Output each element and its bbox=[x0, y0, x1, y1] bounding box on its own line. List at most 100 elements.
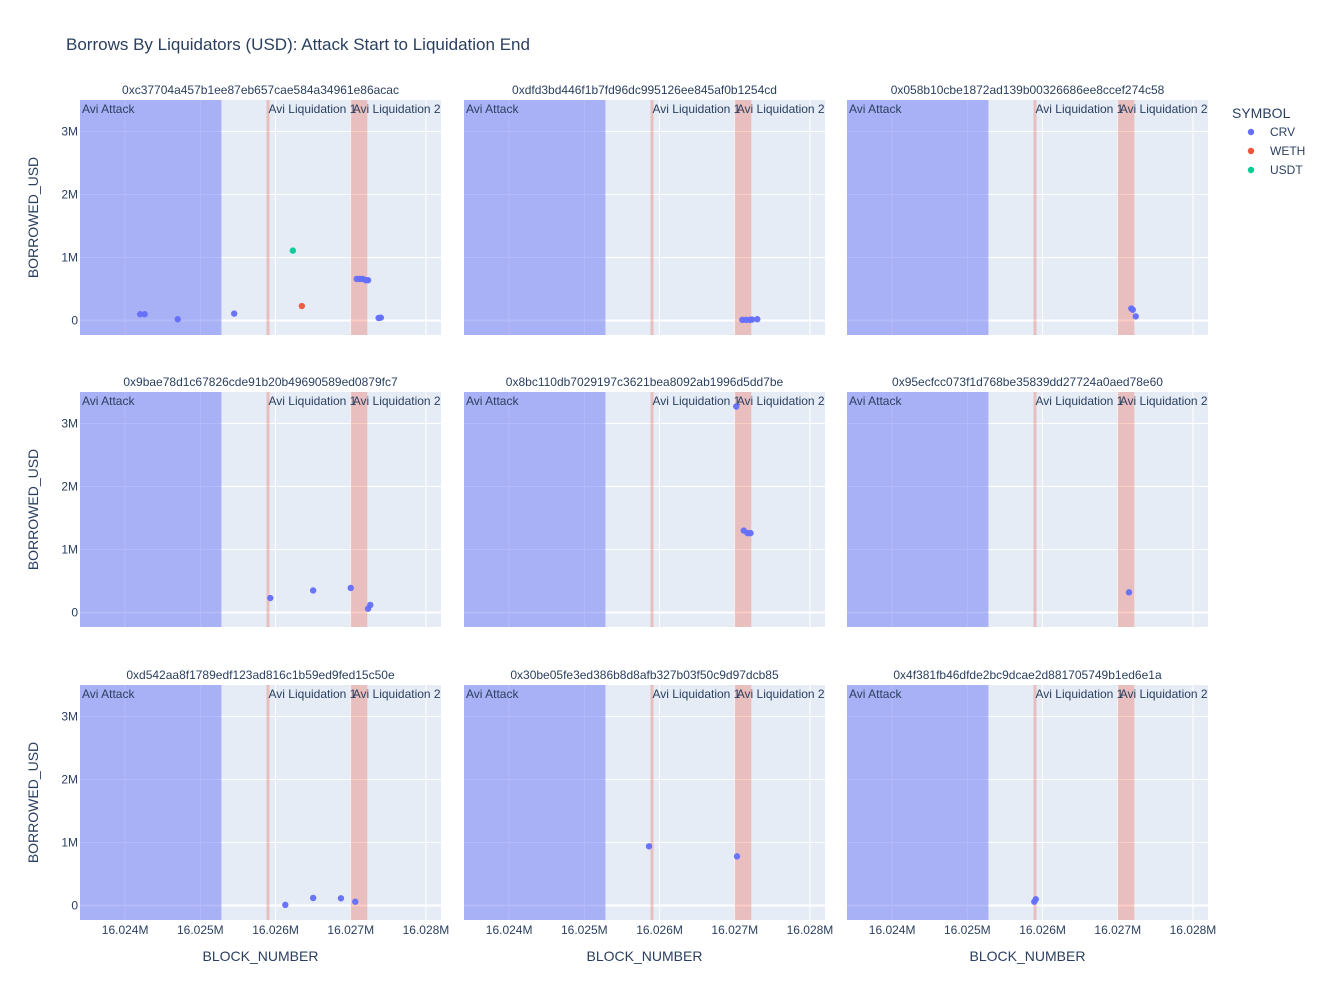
region-band bbox=[847, 100, 989, 335]
legend-marker bbox=[1247, 166, 1255, 174]
region-band bbox=[464, 100, 606, 335]
region-band bbox=[350, 100, 368, 335]
y-tick-label: 2M bbox=[61, 773, 78, 787]
data-point-crv[interactable] bbox=[1125, 589, 1133, 596]
region-label: Avi Liquidation 1 bbox=[653, 394, 741, 408]
region-band bbox=[650, 392, 654, 627]
data-point-crv[interactable] bbox=[174, 316, 181, 323]
data-point-crv[interactable] bbox=[747, 529, 754, 537]
region-band bbox=[1033, 685, 1037, 920]
data-point-crv[interactable] bbox=[141, 311, 148, 318]
region-band bbox=[80, 100, 222, 335]
region-label: Avi Liquidation 1 bbox=[653, 687, 741, 701]
data-point-crv[interactable] bbox=[1129, 306, 1136, 313]
legend-marker bbox=[1247, 147, 1255, 155]
data-point-crv[interactable] bbox=[733, 853, 741, 860]
x-tick-label: 16.028M bbox=[787, 923, 834, 937]
region-label: Avi Attack bbox=[849, 687, 902, 701]
data-point-crv[interactable] bbox=[754, 316, 761, 323]
legend-item-crv[interactable]: CRV bbox=[1247, 125, 1295, 139]
data-point-crv[interactable] bbox=[136, 311, 144, 318]
x-tick-label: 16.024M bbox=[486, 923, 533, 937]
data-point-crv[interactable] bbox=[1132, 313, 1140, 320]
region-label: Avi Liquidation 1 bbox=[269, 102, 357, 116]
panel-subtitle: 0x30be05fe3ed386b8d8afb327b03f50c9d97dcb… bbox=[510, 668, 779, 682]
region-label: Avi Liquidation 1 bbox=[1036, 102, 1124, 116]
x-axis-title: BLOCK_NUMBER bbox=[970, 948, 1086, 964]
legend-label: WETH bbox=[1270, 144, 1305, 158]
region-band bbox=[1033, 100, 1037, 335]
region-label: Avi Liquidation 2 bbox=[353, 687, 441, 701]
region-band bbox=[734, 100, 752, 335]
legend-item-weth[interactable]: WETH bbox=[1247, 144, 1306, 158]
x-tick-label: 16.026M bbox=[1019, 923, 1066, 937]
panel-subtitle: 0xd542aa8f1789edf123ad816c1b59ed9fed15c5… bbox=[126, 668, 395, 682]
y-tick-label: 3M bbox=[61, 125, 78, 139]
panel-subtitle: 0x058b10cbe1872ad139b00326686ee8ccef274c… bbox=[891, 83, 1165, 97]
data-point-crv[interactable] bbox=[748, 316, 756, 323]
legend-label: CRV bbox=[1270, 125, 1295, 139]
data-point-usdt[interactable] bbox=[289, 247, 297, 254]
region-label: Avi Attack bbox=[82, 687, 135, 701]
x-tick-label: 16.026M bbox=[636, 923, 683, 937]
region-band bbox=[80, 685, 222, 920]
data-point-crv[interactable] bbox=[1032, 896, 1039, 903]
x-tick-label: 16.027M bbox=[327, 923, 374, 937]
data-point-crv[interactable] bbox=[282, 901, 289, 909]
data-point-crv[interactable] bbox=[645, 843, 653, 850]
y-axis-titles: BORROWED_USD BORROWED_USD BORROWED_USD bbox=[25, 157, 41, 863]
x-tick-label: 16.026M bbox=[252, 923, 299, 937]
panel-subtitle: 0x4f381fb46dfde2bc9dcae2d881705749b1ed6e… bbox=[893, 668, 1162, 682]
y-tick-label: 2M bbox=[61, 188, 78, 202]
y-tick-label: 0 bbox=[71, 314, 78, 328]
region-label: Avi Liquidation 1 bbox=[1036, 687, 1124, 701]
region-label: Avi Liquidation 2 bbox=[737, 102, 825, 116]
data-point-crv[interactable] bbox=[367, 601, 374, 609]
data-point-crv[interactable] bbox=[364, 276, 372, 284]
region-band bbox=[1117, 392, 1135, 627]
x-tick-label: 16.025M bbox=[944, 923, 991, 937]
data-point-crv[interactable] bbox=[347, 584, 354, 592]
data-point-crv[interactable] bbox=[230, 310, 238, 317]
panel-subtitle: 0x9bae78d1c67826cde91b20b49690589ed0879f… bbox=[123, 375, 398, 389]
y-tick-label: 1M bbox=[61, 543, 78, 557]
legend-item-usdt[interactable]: USDT bbox=[1247, 163, 1304, 177]
data-point-crv[interactable] bbox=[377, 314, 385, 321]
region-band bbox=[734, 392, 752, 627]
data-point-crv[interactable] bbox=[267, 594, 274, 602]
legend-marker bbox=[1247, 128, 1255, 136]
x-tick-label: 16.025M bbox=[561, 923, 608, 937]
data-point-crv[interactable] bbox=[309, 587, 317, 594]
x-tick-label: 16.028M bbox=[403, 923, 450, 937]
region-label: Avi Attack bbox=[466, 687, 519, 701]
y-axis-title: BORROWED_USD bbox=[25, 157, 41, 278]
region-band bbox=[80, 392, 222, 627]
legend[interactable]: SYMBOL CRV WETH USDT bbox=[1232, 105, 1305, 177]
legend-label: USDT bbox=[1270, 163, 1303, 177]
y-axis-title: BORROWED_USD bbox=[25, 449, 41, 570]
x-tick-label: 16.027M bbox=[1094, 923, 1141, 937]
region-label: Avi Attack bbox=[849, 394, 902, 408]
y-tick-label: 1M bbox=[61, 836, 78, 850]
x-tick-label: 16.024M bbox=[869, 923, 916, 937]
region-label: Avi Attack bbox=[82, 102, 135, 116]
region-label: Avi Attack bbox=[466, 394, 519, 408]
y-tick-label: 2M bbox=[61, 480, 78, 494]
y-tick-label: 1M bbox=[61, 251, 78, 265]
region-label: Avi Liquidation 2 bbox=[1120, 687, 1208, 701]
region-label: Avi Attack bbox=[466, 102, 519, 116]
panel-subtitle: 0x8bc110db7029197c3621bea8092ab1996d5dd7… bbox=[506, 375, 784, 389]
data-point-crv[interactable] bbox=[733, 403, 740, 410]
region-band bbox=[650, 685, 654, 920]
data-point-weth[interactable] bbox=[298, 302, 306, 310]
y-tick-label: 0 bbox=[71, 899, 78, 913]
data-point-crv[interactable] bbox=[309, 894, 317, 902]
y-axis-title: BORROWED_USD bbox=[25, 742, 41, 863]
data-point-crv[interactable] bbox=[352, 898, 359, 905]
data-point-crv[interactable] bbox=[337, 895, 345, 902]
